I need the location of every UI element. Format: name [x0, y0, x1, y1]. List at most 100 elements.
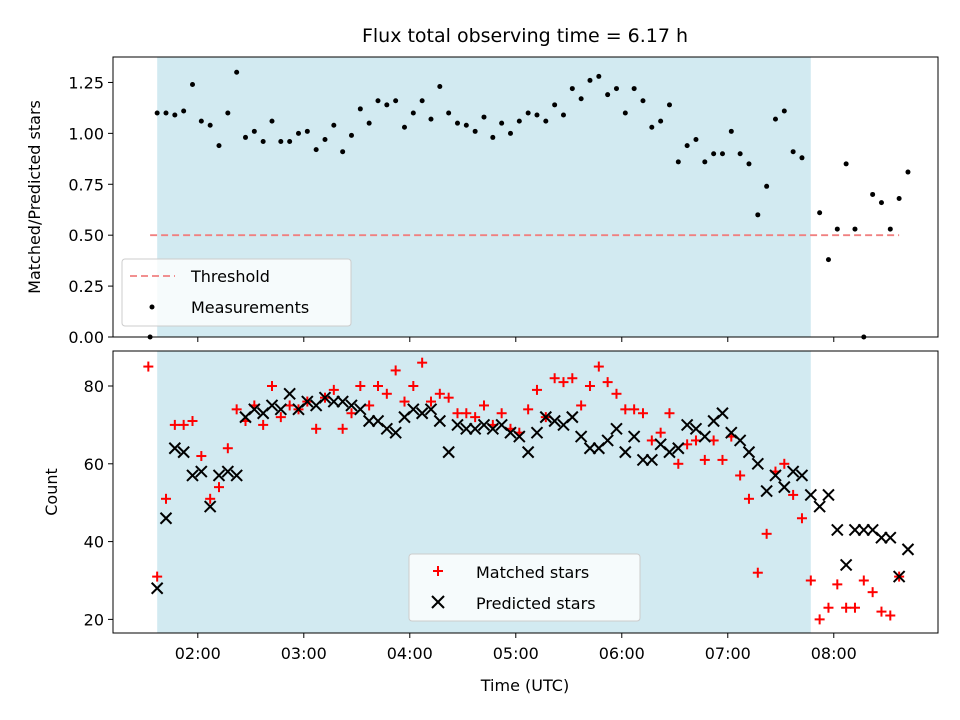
measurement-point	[772, 116, 778, 122]
measurement-point	[790, 149, 796, 155]
matched-star-point	[788, 489, 799, 500]
matched-star-point	[708, 435, 719, 446]
matched-star-point	[337, 423, 348, 434]
measurement-point	[834, 226, 840, 232]
matched-star-point	[461, 408, 472, 419]
predicted-star-point	[875, 531, 888, 544]
measurement-point	[613, 86, 619, 92]
measurement-point	[172, 112, 178, 118]
matched-star-point	[266, 381, 277, 392]
predicted-star-point	[636, 453, 650, 467]
predicted-star-point	[460, 422, 473, 436]
matched-star-point	[576, 400, 587, 411]
matched-star-point	[187, 416, 198, 427]
bottom-x-tick-label: 02:00	[175, 644, 221, 663]
predicted-star-point	[672, 442, 685, 455]
bottom-y-tick-label: 20	[84, 610, 104, 629]
measurement-point	[666, 102, 672, 108]
measurement-point	[516, 118, 522, 124]
measurement-point	[446, 110, 452, 116]
matched-star-point	[346, 408, 357, 419]
measurement-point	[198, 118, 204, 124]
predicted-star-point	[468, 422, 482, 436]
measurement-point	[587, 77, 593, 83]
matched-star-point	[478, 400, 489, 411]
measurement-point	[737, 151, 743, 157]
predicted-star-point	[583, 442, 597, 455]
matched-star-point	[814, 614, 825, 625]
predicted-star-point	[742, 445, 756, 459]
measurement-point	[163, 110, 169, 116]
predicted-star-point	[195, 465, 208, 478]
measurement-point	[384, 102, 390, 108]
measurement-point	[640, 98, 646, 104]
predicted-star-point	[442, 445, 455, 459]
measurement-point	[216, 143, 222, 149]
measurement-point	[825, 257, 831, 263]
predicted-star-point	[477, 418, 491, 432]
matched-star-point	[690, 435, 701, 446]
bottom-x-axis-ticks: 02:00 03:00 04:00 05:00 06:00 07:00 08:00	[175, 633, 857, 663]
measurement-point	[463, 122, 469, 128]
measurement-point	[499, 120, 505, 126]
matched-star-point	[425, 396, 436, 407]
measurement-point	[799, 155, 805, 161]
measurement-point	[242, 134, 248, 140]
matched-star-point	[655, 427, 666, 438]
matched-star-point	[496, 408, 507, 419]
matched-star-point	[885, 610, 896, 621]
measurement-point	[711, 151, 717, 157]
matched-star-point	[735, 470, 746, 481]
predicted-star-point	[407, 403, 420, 416]
measurement-point	[225, 110, 231, 116]
measurement-point	[649, 124, 655, 130]
measurement-point	[401, 124, 407, 130]
matched-star-point	[673, 458, 684, 469]
matched-star-point	[452, 408, 463, 419]
top-y-tick-label: 1.00	[68, 124, 104, 143]
matched-star-point	[717, 454, 728, 465]
predicted-stars-legend-swatch	[431, 595, 445, 609]
measurement-point	[605, 92, 611, 98]
matched-star-point	[620, 404, 631, 415]
top-panel: 0.00 0.25 0.50 0.75 1.00 1.25 Flux total obse…	[25, 25, 939, 347]
matched-stars-legend-swatch	[433, 566, 443, 576]
bottom-x-tick-label: 04:00	[387, 644, 433, 663]
predicted-star-point	[751, 457, 765, 471]
measurements-legend-label: Measurements	[191, 298, 309, 317]
predicted-star-point	[345, 399, 358, 412]
matched-star-point	[629, 404, 640, 415]
predicted-star-point	[362, 414, 376, 428]
matched-star-point	[699, 454, 710, 465]
measurement-point	[472, 128, 478, 134]
measurement-point	[313, 147, 319, 153]
matched-star-point	[470, 412, 481, 423]
measurement-point	[702, 159, 708, 165]
top-y-tick-label: 0.75	[68, 175, 104, 194]
predicted-star-point	[645, 453, 659, 467]
matched-star-point	[443, 392, 454, 403]
measurement-point	[357, 106, 363, 112]
predicted-star-point	[301, 395, 314, 408]
predicted-star-point	[380, 422, 394, 436]
predicted-star-point	[336, 395, 349, 408]
matched-star-point	[682, 439, 693, 450]
measurement-point	[260, 139, 266, 145]
measurement-point	[348, 132, 354, 138]
matched-star-point	[876, 606, 887, 617]
matched-star-point	[355, 381, 366, 392]
measurement-point	[852, 226, 858, 232]
matched-star-point	[611, 388, 622, 399]
top-x-axis-ticks	[197, 337, 835, 342]
predicted-star-point	[513, 430, 526, 443]
top-y-tick-label: 1.25	[68, 73, 104, 92]
predicted-star-point	[389, 426, 402, 439]
measurement-point	[393, 98, 399, 104]
matched-star-point	[372, 381, 383, 392]
bottom-legend-box	[408, 553, 641, 622]
bottom-y-tick-label: 80	[84, 377, 104, 396]
measurement-point	[322, 136, 328, 142]
predicted-star-point	[786, 465, 800, 478]
bottom-x-tick-label: 03:00	[281, 644, 327, 663]
